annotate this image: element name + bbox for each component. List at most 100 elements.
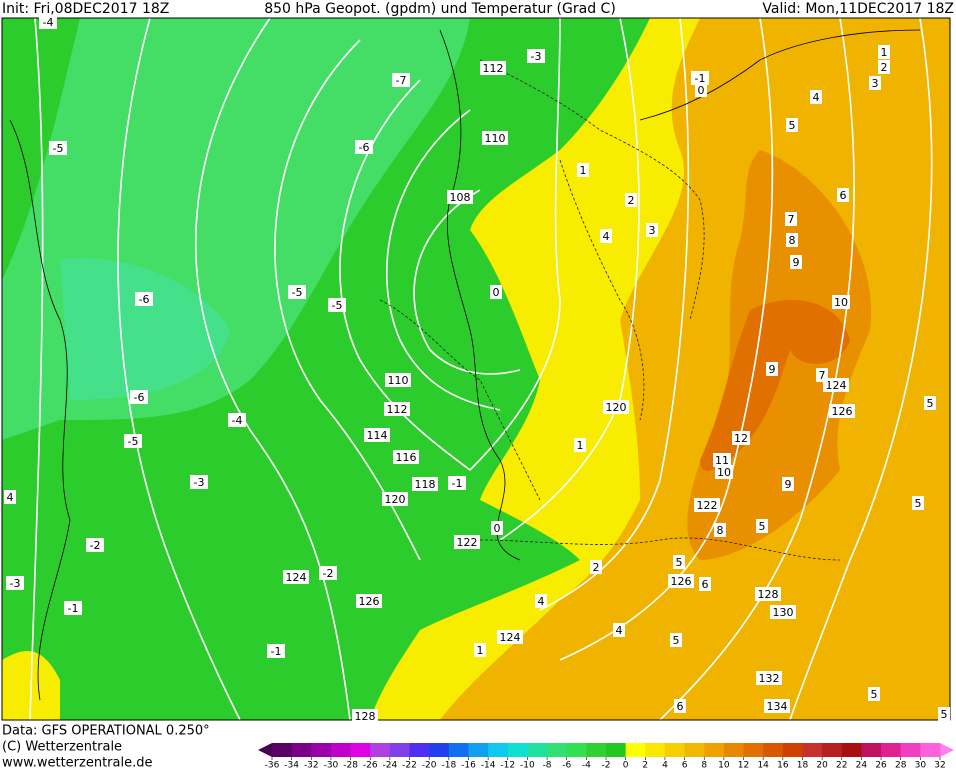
colorbar-label: -24 [383, 761, 398, 771]
geopotential-label-box [756, 671, 782, 685]
temperature-label-box [124, 434, 142, 448]
geopotential-label-box [668, 574, 694, 588]
colorbar-segment [900, 743, 921, 757]
init-time: Init: Fri,08DEC2017 18Z [2, 1, 169, 17]
temperature-label-box [699, 577, 711, 591]
colorbar-segment [547, 743, 568, 757]
temperature-label: 4 [616, 624, 623, 637]
geopotential-label-box [364, 428, 390, 442]
temperature-label: -2 [323, 567, 334, 580]
colorbar-segment [311, 743, 332, 757]
temperature-label: 10 [717, 466, 731, 479]
temperature-label: -5 [332, 299, 343, 312]
colorbar-segment [488, 743, 509, 757]
geopotential-label: 124 [500, 631, 521, 644]
temperature-label: 1 [577, 439, 584, 452]
colorbar-high-arrow [940, 743, 954, 757]
geopotential-label: 128 [355, 710, 376, 723]
temperature-label: 9 [793, 256, 800, 269]
temperature-label-box [39, 15, 57, 29]
temperature-label-box [328, 298, 346, 312]
temperature-label-box [938, 707, 950, 721]
colorbar-segment [389, 743, 411, 757]
colorbar-segment [920, 743, 941, 757]
map-title: 850 hPa Geopot. (gpdm) und Temperatur (G… [264, 1, 616, 17]
temperature-label: -5 [128, 435, 139, 448]
geopotential-label: 132 [759, 672, 780, 685]
temperature-label-box [786, 118, 798, 132]
field-warm-core [700, 300, 850, 471]
temperature-label-box [924, 396, 936, 410]
colorbar-label: 32 [934, 761, 945, 771]
geopotential-label-box [603, 400, 629, 414]
colorbar-label: -34 [284, 761, 299, 771]
colorbar-segment [645, 743, 666, 757]
temperature-label: 4 [538, 595, 545, 608]
colorbar-segment [586, 743, 607, 757]
data-source: Data: GFS OPERATIONAL 0.250° [2, 724, 210, 739]
temperature-label: 8 [717, 524, 724, 537]
geopotential-label: 120 [385, 493, 406, 506]
geopotential-label: 124 [286, 571, 307, 584]
temperature-label-box [228, 413, 246, 427]
geopotential-label-box [823, 378, 849, 392]
colorbar-label: -22 [402, 761, 417, 771]
temperature-label: 5 [789, 119, 796, 132]
geopotential-label: 110 [388, 374, 409, 387]
contour-labels: 1121101081101121141161181201221241261241… [4, 15, 950, 723]
valid-time: Valid: Mon,11DEC2017 18Z [762, 1, 954, 17]
colorbar-segment [841, 743, 862, 757]
temperature-label-box [448, 476, 466, 490]
field-cold-core [60, 258, 230, 400]
colorbar-label: -12 [500, 761, 515, 771]
temperature-label-box [190, 475, 208, 489]
colorbar-label: 14 [757, 761, 769, 771]
map-area [1, 17, 951, 721]
temperature-label: 5 [941, 708, 948, 721]
temperature-label-box [613, 623, 625, 637]
colorbar-label: 22 [836, 761, 847, 771]
temperature-label: -4 [43, 16, 54, 29]
temperature-label: 9 [769, 363, 776, 376]
temperature-label: 4 [813, 91, 820, 104]
temperature-label: 5 [915, 497, 922, 510]
geopotential-label-box [382, 492, 408, 506]
geopotential-label: 112 [483, 62, 504, 75]
temperature-label-box [49, 141, 67, 155]
geopotential-label-box [694, 498, 720, 512]
colorbar-low-arrow [258, 743, 272, 757]
colorbar-label: -18 [441, 761, 456, 771]
temperature-label: 3 [649, 224, 656, 237]
colorbar-label: -32 [304, 761, 319, 771]
temperature-label-box [577, 163, 589, 177]
temperature-label-box [527, 49, 545, 63]
temperature-label-box [392, 73, 410, 87]
colorbar-segment [507, 743, 528, 757]
coastlines [9, 29, 921, 701]
colorbar: -36 -34 -32 -30 -28 -26 -24 -22 -20 -18 -16 -14 -12-… [258, 743, 954, 771]
temperature-label-box [732, 431, 750, 445]
temperature-label-box [130, 390, 148, 404]
colorbar-segment [468, 743, 489, 757]
temperature-label-box [786, 233, 798, 247]
temperature-label: 4 [7, 491, 14, 504]
temperature-label-box [782, 477, 794, 491]
temperature-label: -1 [271, 645, 282, 658]
temperature-label-box [673, 555, 685, 569]
colorbar-label: 12 [738, 761, 749, 771]
geopotential-label-box [352, 709, 378, 723]
colorbar-segment [272, 743, 293, 757]
temperature-label: -3 [10, 577, 21, 590]
geopotential-label-box [384, 402, 410, 416]
colorbar-label: -30 [324, 761, 339, 771]
geopotential-label-box [482, 131, 508, 145]
colorbar-segment [409, 743, 430, 757]
temperature-label: 6 [677, 700, 684, 713]
temperature-label: -6 [139, 293, 150, 306]
geopotential-label: 112 [387, 403, 408, 416]
temperature-label-box [816, 368, 828, 382]
colorbar-label: -6 [562, 761, 571, 771]
geopotential-label: 110 [485, 132, 506, 145]
geopotential-label-box [497, 630, 523, 644]
temperature-label: -1 [68, 602, 79, 615]
